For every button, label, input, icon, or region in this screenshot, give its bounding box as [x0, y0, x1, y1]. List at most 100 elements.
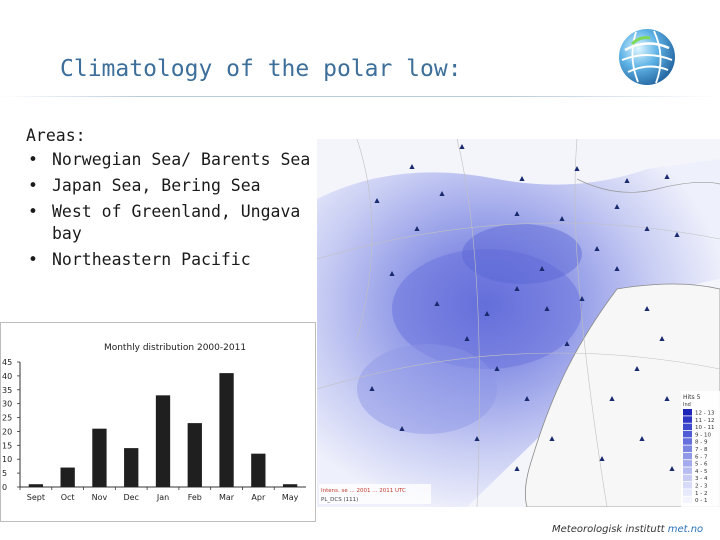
- y-tick-label: 0: [2, 483, 7, 492]
- area-text: West of Greenland, Ungava bay: [52, 202, 301, 243]
- y-tick-label: 35: [2, 386, 12, 395]
- title-divider: [0, 96, 720, 97]
- station-triangle-icon: [564, 341, 570, 346]
- bar-sept: [28, 484, 44, 487]
- monthly-distribution-chart: Monthly distribution 2000-2011 0 5 10 15 20 2…: [0, 322, 316, 522]
- y-tick-label: 20: [2, 427, 12, 436]
- x-tick-label: Feb: [188, 493, 202, 502]
- station-triangle-icon: [539, 266, 545, 271]
- y-tick-label: 10: [2, 455, 12, 464]
- legend-swatch: [683, 467, 692, 474]
- legend-class-label: 7 - 8: [695, 447, 708, 453]
- station-triangle-icon: [674, 232, 680, 237]
- station-triangle-icon: [614, 204, 620, 209]
- bar-jan: [155, 395, 171, 487]
- bar-feb: [187, 423, 202, 487]
- station-markers: [369, 144, 680, 471]
- x-tick-label: May: [282, 493, 299, 502]
- areas-heading: Areas:: [26, 126, 86, 145]
- station-triangle-icon: [634, 366, 640, 371]
- legend-swatch: [683, 409, 692, 416]
- y-tick-label: 40: [2, 372, 12, 381]
- legend-class-label: 2 - 3: [695, 484, 708, 490]
- station-triangle-icon: [409, 164, 415, 169]
- bar-may: [282, 484, 298, 487]
- map-caption: Intens. se ... 2001 ... 2011 UTC PL_DCS …: [319, 484, 431, 504]
- station-triangle-icon: [599, 456, 605, 461]
- station-triangle-icon: [544, 306, 550, 311]
- bar-apr: [251, 453, 266, 487]
- bar-dec: [124, 448, 139, 487]
- map-caption-line2: PL_DCS (111): [321, 497, 358, 503]
- x-tick-label: Nov: [92, 493, 108, 502]
- station-triangle-icon: [369, 386, 375, 391]
- area-text: Norwegian Sea/ Barents Sea: [52, 150, 311, 169]
- legend-swatch: [683, 482, 692, 489]
- station-triangle-icon: [494, 366, 500, 371]
- legend-class-label: 8 - 9: [695, 440, 708, 446]
- legend-class-label: 4 - 5: [695, 469, 708, 475]
- y-tick-label: 25: [2, 414, 12, 423]
- x-tick-label: Apr: [251, 493, 266, 502]
- station-triangle-icon: [664, 174, 670, 179]
- legend-title: Hits 5: [683, 394, 701, 401]
- bar-nov: [92, 428, 107, 487]
- station-triangle-icon: [639, 436, 645, 441]
- station-triangle-icon: [519, 176, 525, 181]
- legend-class-label: 6 - 7: [695, 454, 708, 460]
- station-triangle-icon: [514, 286, 520, 291]
- bullet: •: [28, 250, 38, 269]
- station-triangle-icon: [624, 178, 630, 183]
- station-triangle-icon: [659, 336, 665, 341]
- x-tick-label: Mar: [219, 493, 235, 502]
- footer-brand: met.no: [667, 524, 704, 535]
- station-triangle-icon: [484, 311, 490, 316]
- station-triangle-icon: [389, 271, 395, 276]
- station-triangle-icon: [559, 216, 565, 221]
- list-item: • West of Greenland, Ungava bay: [26, 201, 316, 245]
- y-tick-label: 30: [2, 400, 12, 409]
- legend-class-label: 5 - 6: [695, 462, 708, 468]
- legend-class-label: 3 - 4: [695, 476, 708, 482]
- station-triangle-icon: [464, 336, 470, 341]
- station-triangle-icon: [669, 466, 675, 471]
- station-triangle-icon: [664, 396, 670, 401]
- legend-swatch: [683, 489, 692, 496]
- legend-unit: Ind: [683, 402, 691, 408]
- station-triangle-icon: [514, 466, 520, 471]
- footer: Meteorologisk institutt met.no: [552, 524, 703, 535]
- station-triangle-icon: [644, 226, 650, 231]
- bullet: •: [28, 150, 38, 169]
- footer-institute: Meteorologisk institutt: [552, 524, 665, 535]
- met-logo-globe-icon: [619, 29, 675, 85]
- list-item: • Japan Sea, Bering Sea: [26, 175, 316, 197]
- bar-mar: [219, 373, 234, 487]
- station-triangle-icon: [614, 266, 620, 271]
- x-tick-label: Oct: [61, 493, 75, 502]
- station-triangle-icon: [609, 396, 615, 401]
- legend-swatch: [683, 438, 692, 445]
- y-tick-label: 15: [2, 441, 12, 450]
- station-triangle-icon: [549, 436, 555, 441]
- chart-y-ticks: 0 5 10 15 20 25 30 35 40 45: [2, 358, 20, 492]
- station-triangle-icon: [434, 301, 440, 306]
- station-triangle-icon: [474, 436, 480, 441]
- x-tick-label: Sept: [27, 493, 45, 502]
- legend-swatch: [683, 452, 692, 460]
- legend-swatch: [683, 423, 692, 431]
- legend-class-label: 11 - 12: [695, 418, 714, 424]
- station-triangle-icon: [414, 226, 420, 231]
- station-triangle-icon: [514, 211, 520, 216]
- bullet: •: [28, 176, 38, 195]
- legend-swatch: [683, 430, 692, 438]
- list-item: • Northeastern Pacific: [26, 249, 316, 271]
- slide-title: Climatology of the polar low:: [60, 56, 462, 82]
- station-triangle-icon: [459, 144, 465, 149]
- chart-bars: [28, 373, 298, 487]
- station-triangle-icon: [644, 306, 650, 311]
- station-triangle-icon: [524, 396, 530, 401]
- station-triangle-icon: [399, 426, 405, 431]
- x-tick-label: Jan: [156, 493, 169, 502]
- legend-class-label: 1 - 2: [695, 491, 707, 497]
